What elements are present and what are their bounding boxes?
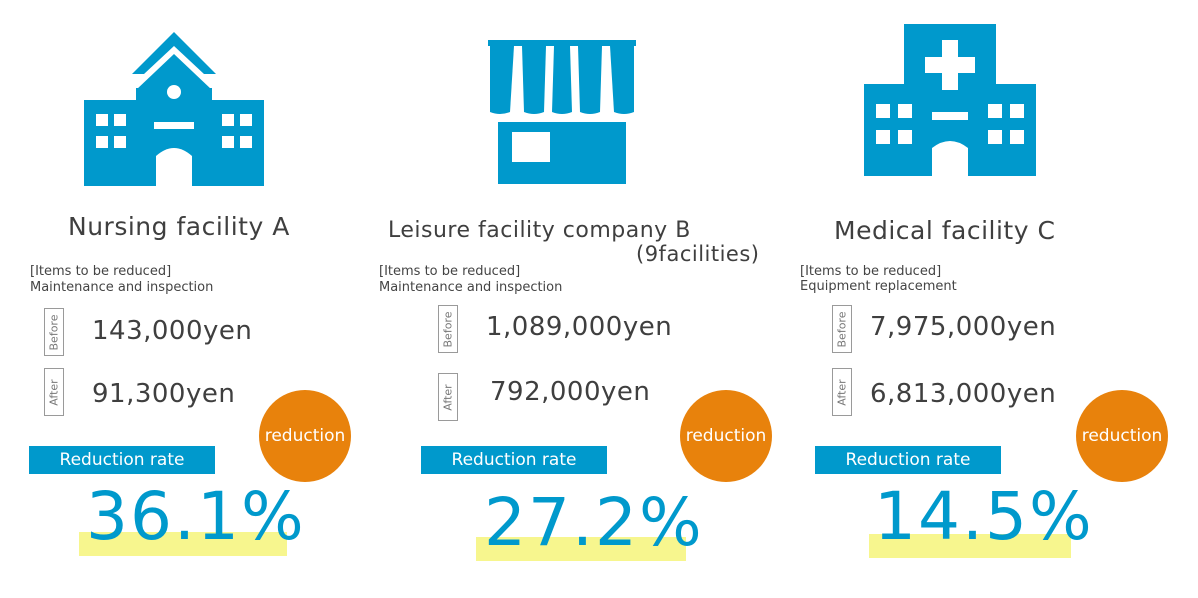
after-tag: After <box>44 368 64 416</box>
items-value: Equipment replacement <box>800 279 957 294</box>
facility-title: Nursing facility A <box>68 212 290 241</box>
before-tag: Before <box>44 308 64 356</box>
reduction-rate-value: 27.2% <box>484 484 704 561</box>
reduction-badge: reduction <box>680 390 772 482</box>
before-amount: 7,975,000yen <box>870 312 1057 342</box>
items-header: [Items to be reduced] <box>30 264 172 279</box>
before-label: Before <box>47 314 61 350</box>
after-amount: 91,300yen <box>92 379 236 409</box>
rate-highlight <box>869 534 1071 558</box>
after-tag: After <box>438 373 458 421</box>
facility-card-b: Leisure facility company B (9facilities)… <box>379 0 798 598</box>
reduction-badge: reduction <box>259 390 351 482</box>
school-building-icon <box>84 32 264 186</box>
facility-subtitle: (9facilities) <box>636 242 760 266</box>
facility-title: Leisure facility company B <box>388 218 691 243</box>
items-value: Maintenance and inspection <box>379 280 563 295</box>
reduction-rate-label: Reduction rate <box>815 446 1001 474</box>
before-amount: 1,089,000yen <box>486 312 673 342</box>
after-amount: 792,000yen <box>490 377 651 407</box>
rate-highlight <box>476 537 686 561</box>
after-label: After <box>47 378 61 406</box>
before-amount: 143,000yen <box>92 316 253 346</box>
reduction-badge: reduction <box>1076 390 1168 482</box>
facility-card-c: Medical facility C [Items to be reduced]… <box>798 0 1198 598</box>
after-label: After <box>441 383 455 411</box>
before-tag: Before <box>438 305 458 353</box>
reduction-rate-value: 14.5% <box>874 478 1094 555</box>
reduction-rate-value: 36.1% <box>86 478 306 555</box>
items-header: [Items to be reduced] <box>379 264 521 279</box>
before-label: Before <box>835 311 849 347</box>
items-value: Maintenance and inspection <box>30 280 214 295</box>
items-header: [Items to be reduced] <box>800 264 942 279</box>
facility-title: Medical facility C <box>834 216 1056 245</box>
storefront-icon <box>488 40 636 184</box>
after-label: After <box>835 378 849 406</box>
after-tag: After <box>832 368 852 416</box>
after-amount: 6,813,000yen <box>870 379 1057 409</box>
facility-card-a: Nursing facility A [Items to be reduced]… <box>0 0 398 598</box>
before-tag: Before <box>832 305 852 353</box>
rate-highlight <box>79 532 287 556</box>
before-label: Before <box>441 311 455 347</box>
reduction-rate-label: Reduction rate <box>421 446 607 474</box>
reduction-rate-label: Reduction rate <box>29 446 215 474</box>
hospital-icon <box>864 24 1036 176</box>
